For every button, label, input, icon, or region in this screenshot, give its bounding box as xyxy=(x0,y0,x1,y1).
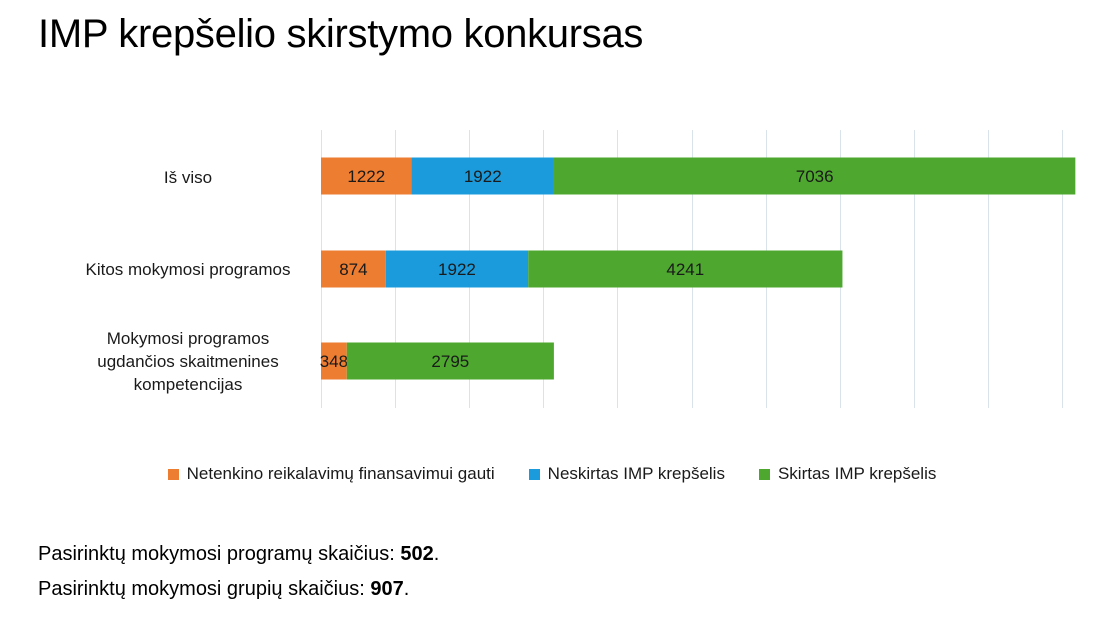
legend-item: Netenkino reikalavimų finansavimui gauti xyxy=(167,464,495,484)
selected-groups-note: Pasirinktų mokymosi grupių skaičius: 907… xyxy=(38,578,409,601)
legend-label: Netenkino reikalavimų finansavimui gauti xyxy=(186,464,495,483)
selected-groups-suffix: . xyxy=(403,578,410,600)
bar-segment xyxy=(385,250,529,288)
page-title: IMP krepšelio skirstymo konkursas xyxy=(38,12,644,56)
selected-programs-suffix: . xyxy=(433,543,440,565)
category-label: Iš viso xyxy=(163,167,213,187)
data-label: 874 xyxy=(339,260,367,279)
bar-segment xyxy=(528,250,843,288)
legend-swatch xyxy=(528,468,540,480)
selected-programs-note: Pasirinktų mokymosi programų skaičius: 5… xyxy=(38,543,439,566)
selected-groups-label: Pasirinktų mokymosi grupių skaičius: xyxy=(38,578,371,600)
bar-segment xyxy=(321,157,412,195)
selected-programs-label: Pasirinktų mokymosi programų skaičius: xyxy=(38,543,401,565)
data-label: 1922 xyxy=(464,167,502,186)
legend-swatch xyxy=(758,468,770,480)
category-label: Mokymosi programos ugdančios skaitmenine… xyxy=(97,328,279,394)
legend-item: Skirtas IMP krepšelis xyxy=(758,464,937,484)
bar-segment xyxy=(553,157,1076,195)
data-label: 348 xyxy=(320,352,348,371)
bar-segment xyxy=(321,342,347,380)
data-label: 4241 xyxy=(666,260,704,279)
selected-groups-value: 907 xyxy=(370,578,404,600)
legend-item: Neskirtas IMP krepšelis xyxy=(528,464,725,484)
bar-segment xyxy=(411,157,554,195)
data-label: 1922 xyxy=(438,260,476,279)
selected-programs-value: 502 xyxy=(400,543,434,565)
bar-segment xyxy=(346,342,554,380)
bar-segment xyxy=(321,250,386,288)
legend-swatch xyxy=(167,468,179,480)
legend-label: Skirtas IMP krepšelis xyxy=(777,464,937,483)
legend-label: Neskirtas IMP krepšelis xyxy=(547,464,725,483)
chart-legend: Netenkino reikalavimų finansavimui gauti… xyxy=(0,464,1104,484)
category-label: Kitos mokymosi programos xyxy=(85,259,291,279)
data-label: 7036 xyxy=(796,167,834,186)
data-label: 2795 xyxy=(431,352,469,371)
data-label: 1222 xyxy=(347,167,385,186)
